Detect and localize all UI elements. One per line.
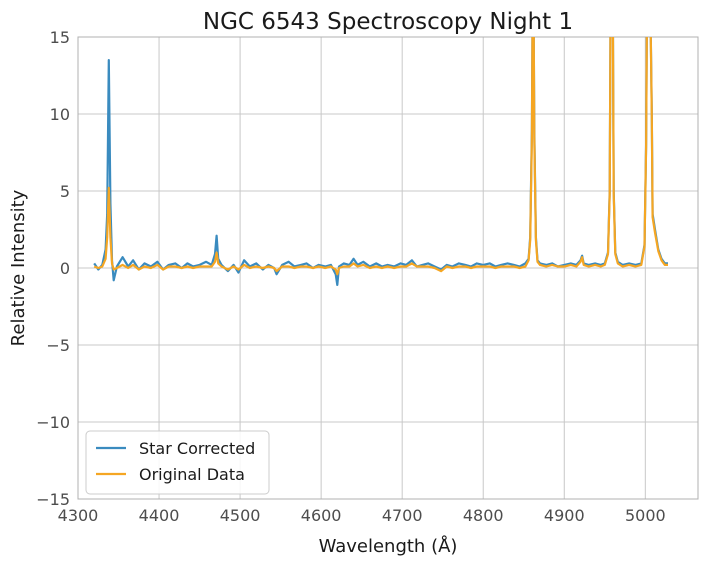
x-axis-label: Wavelength (Å) [319, 535, 458, 557]
y-tick-label: 0 [60, 259, 70, 278]
y-tick-label: −10 [36, 413, 70, 432]
y-tick-label: −5 [46, 336, 70, 355]
y-tick-label: 5 [60, 182, 70, 201]
x-tick-label: 4700 [382, 506, 423, 525]
y-tick-label: 10 [50, 105, 70, 124]
x-tick-label: 4900 [544, 506, 585, 525]
plot-area [77, 36, 699, 500]
chart-title: NGC 6543 Spectroscopy Night 1 [203, 9, 573, 35]
y-tick-label: 15 [50, 28, 70, 47]
legend: Star Corrected Original Data [85, 430, 270, 495]
x-tick-label: 4800 [463, 506, 504, 525]
legend-label: Star Corrected [139, 439, 255, 458]
x-tick-label: 5000 [625, 506, 666, 525]
series-line-star-corrected [93, 37, 668, 286]
y-axis-label: Relative Intensity [8, 189, 29, 346]
grid [77, 36, 698, 500]
legend-box [85, 430, 270, 495]
legend-label: Original Data [139, 465, 245, 484]
x-tick-label: 4500 [220, 506, 261, 525]
y-tick-label: −15 [36, 490, 70, 509]
x-tick-label: 4400 [139, 506, 180, 525]
x-tick-label: 4300 [58, 506, 99, 525]
x-tick-label: 4600 [301, 506, 342, 525]
series-line-original-data [93, 37, 668, 276]
x-axis-ticks: 4300 4400 4500 4600 4700 4800 4900 5000 [58, 506, 666, 525]
y-axis-ticks: −15 −10 −5 0 5 10 15 [36, 28, 70, 509]
series-lines [93, 37, 668, 286]
